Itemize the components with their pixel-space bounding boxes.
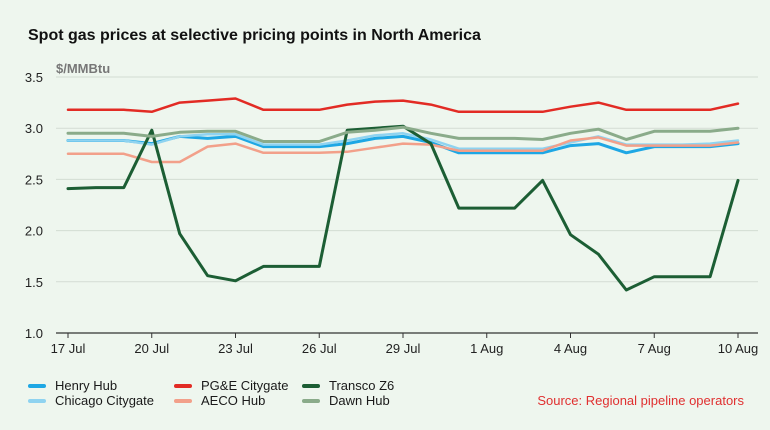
x-tick-label: 29 Jul (386, 341, 421, 356)
chart-title: Spot gas prices at selective pricing poi… (28, 27, 481, 44)
legend-swatch (174, 383, 192, 388)
y-tick-label: 1.0 (25, 326, 43, 341)
legend-label: AECO Hub (201, 393, 266, 408)
legend-swatch (302, 398, 320, 403)
legend-label: PG&E Citygate (201, 378, 289, 393)
x-tick-label: 7 Aug (638, 341, 671, 356)
x-tick-label: 1 Aug (470, 341, 503, 356)
y-tick-label: 3.5 (25, 70, 43, 85)
legend-swatch (302, 383, 320, 388)
y-tick-label: 3.0 (25, 121, 43, 136)
x-tick-label: 20 Jul (134, 341, 169, 356)
x-tick-label: 26 Jul (302, 341, 337, 356)
legend-item-chicago-citygate: Chicago Citygate (28, 393, 154, 408)
series-line-pg-e-citygate (66, 97, 740, 114)
legend-label: Chicago Citygate (55, 393, 154, 408)
legend-item-transco-z6: Transco Z6 (302, 378, 394, 393)
x-tick-label: 23 Jul (218, 341, 253, 356)
legend-swatch (28, 383, 46, 388)
legend-swatch (28, 398, 46, 403)
legend-label: Transco Z6 (329, 378, 395, 393)
x-tick-label: 10 Aug (718, 341, 759, 356)
legend-label: Dawn Hub (329, 393, 390, 408)
legend-item-henry-hub: Henry Hub (28, 378, 117, 393)
y-tick-label: 2.5 (25, 172, 43, 187)
y-axis-unit-label: $/MMBtu (56, 61, 111, 76)
legend-item-aeco-hub: AECO Hub (174, 393, 265, 408)
legend-item-dawn-hub: Dawn Hub (302, 393, 390, 408)
y-tick-label: 2.0 (25, 224, 43, 239)
series-line-aeco-hub (66, 136, 740, 164)
legend-swatch (174, 398, 192, 403)
x-tick-label: 4 Aug (554, 341, 587, 356)
legend-item-pge-citygate: PG&E Citygate (174, 378, 288, 393)
x-tick-label: 17 Jul (51, 341, 86, 356)
legend-label: Henry Hub (55, 378, 118, 393)
y-tick-label: 1.5 (25, 275, 43, 290)
source-note: Source: Regional pipeline operators (537, 393, 744, 408)
series-line-dawn-hub (66, 125, 740, 143)
